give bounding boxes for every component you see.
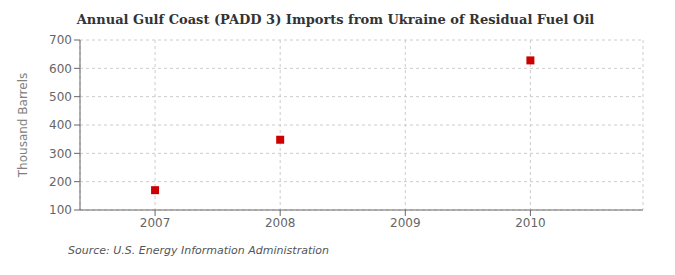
svg-text:500: 500 [49,90,72,104]
svg-text:300: 300 [49,147,72,161]
svg-text:200: 200 [49,175,72,189]
svg-text:700: 700 [49,33,72,47]
svg-text:2007: 2007 [140,216,171,230]
svg-text:Thousand Barrels: Thousand Barrels [16,73,30,178]
svg-text:400: 400 [49,118,72,132]
html-text:Source: U.S. Energy Informatio: Source: U.S. Energy Information Administ… [68,244,329,257]
svg-text:600: 600 [49,62,72,76]
svg-text:100: 100 [49,203,72,217]
html-text:Annual Gulf Coast (PADD 3) Imp: Annual Gulf Coast (PADD 3) Imports from … [76,12,595,27]
svg-text:2009: 2009 [390,216,421,230]
svg-text:2010: 2010 [515,216,546,230]
svg-text:2008: 2008 [265,216,296,230]
